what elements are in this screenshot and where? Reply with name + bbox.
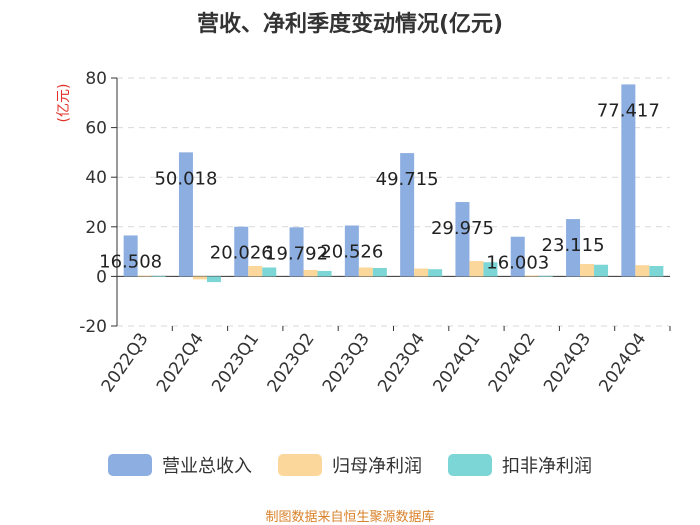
grid-lines (117, 77, 670, 327)
legend-item-deducted-net-profit[interactable]: 扣非净利润 (448, 452, 592, 478)
bars (123, 84, 664, 283)
x-tick-label: 2023Q1 (208, 329, 263, 396)
bar-revenue[interactable] (621, 84, 636, 277)
legend-swatch-deducted-net-profit (448, 454, 492, 476)
y-tick-label: 40 (85, 168, 107, 188)
legend-label-revenue: 营业总收入 (162, 456, 252, 477)
data-label: 20.526 (320, 241, 383, 262)
y-tick-label: -20 (79, 317, 107, 337)
legend-swatch-revenue (108, 454, 152, 476)
bar-revenue[interactable] (510, 236, 525, 277)
data-label: 23.115 (542, 235, 605, 256)
data-label: 16.003 (486, 253, 549, 274)
x-tick-label: 2024Q3 (540, 329, 595, 396)
bar-net-profit[interactable] (469, 261, 484, 277)
x-tick-label: 2022Q4 (153, 329, 208, 396)
legend-item-net-profit[interactable]: 归母净利润 (278, 452, 422, 478)
bar-revenue[interactable] (400, 153, 415, 277)
bar-revenue[interactable] (566, 219, 581, 277)
bar-deducted-net-profit[interactable] (262, 267, 277, 277)
bar-deducted-net-profit[interactable] (151, 275, 166, 277)
bar-net-profit[interactable] (248, 265, 263, 277)
x-tick-label: 2023Q2 (264, 329, 319, 396)
bar-deducted-net-profit[interactable] (372, 267, 387, 277)
legend: 营业总收入 归母净利润 扣非净利润 (0, 452, 700, 478)
bar-deducted-net-profit[interactable] (317, 270, 332, 277)
bar-net-profit[interactable] (524, 275, 539, 277)
bar-net-profit[interactable] (303, 269, 318, 277)
bar-revenue[interactable] (123, 235, 138, 277)
y-tick-label: 0 (96, 267, 107, 287)
data-label: 49.715 (376, 169, 439, 190)
bar-net-profit[interactable] (580, 264, 595, 277)
bar-revenue[interactable] (455, 202, 470, 277)
bar-deducted-net-profit[interactable] (428, 269, 443, 277)
legend-item-revenue[interactable]: 营业总收入 (108, 452, 252, 478)
legend-label-deducted-net-profit: 扣非净利润 (502, 456, 592, 477)
bar-net-profit[interactable] (635, 265, 650, 277)
bar-revenue[interactable] (234, 226, 249, 277)
bar-net-profit[interactable] (137, 275, 152, 277)
x-tick-label: 2023Q3 (319, 329, 374, 396)
legend-swatch-net-profit (278, 454, 322, 476)
source-note: 制图数据来自恒生聚源数据库 (265, 510, 435, 525)
bar-deducted-net-profit[interactable] (483, 262, 498, 277)
bar-deducted-net-profit[interactable] (649, 265, 664, 277)
y-tick-label: 20 (85, 218, 107, 238)
data-label: 77.417 (597, 100, 660, 121)
bar-net-profit[interactable] (414, 268, 429, 277)
y-tick-label: 60 (85, 119, 107, 139)
bar-deducted-net-profit[interactable] (206, 276, 221, 283)
x-tick-label: 2024Q1 (429, 329, 484, 396)
bar-revenue[interactable] (289, 227, 304, 277)
data-label: 20.026 (210, 243, 273, 264)
bar-revenue[interactable] (178, 152, 193, 277)
bar-revenue[interactable] (344, 225, 359, 277)
bar-deducted-net-profit[interactable] (538, 275, 553, 277)
data-label: 50.018 (154, 168, 217, 189)
data-label: 16.508 (99, 251, 162, 272)
chart-title: 营收、净利季度变动情况(亿元) (196, 12, 504, 37)
data-label: 29.975 (431, 218, 494, 239)
data-label: 19.792 (265, 243, 328, 264)
x-tick-label: 2024Q2 (485, 329, 540, 396)
x-tick-label: 2023Q4 (374, 329, 429, 396)
y-tick-label: 80 (85, 69, 107, 89)
legend-label-net-profit: 归母净利润 (332, 456, 422, 477)
bar-deducted-net-profit[interactable] (594, 264, 609, 277)
x-tick-label: 2024Q4 (595, 329, 650, 396)
bar-net-profit[interactable] (358, 267, 373, 277)
bar-net-profit[interactable] (192, 276, 207, 280)
y-axis-unit-label: (亿元) (56, 84, 72, 123)
x-tick-label: 2022Q3 (98, 329, 153, 396)
